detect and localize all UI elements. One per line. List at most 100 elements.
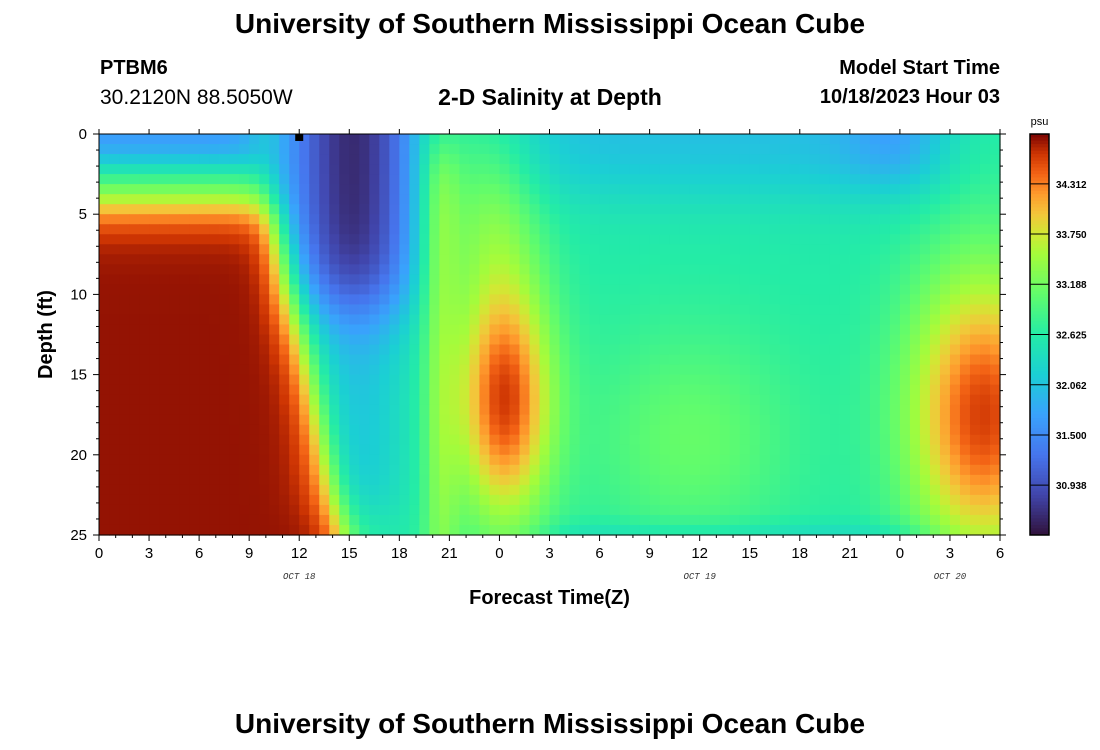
heatmap-cell xyxy=(469,435,480,446)
heatmap-cell xyxy=(109,475,120,486)
heatmap-cell xyxy=(529,485,540,496)
heatmap-cell xyxy=(389,435,400,446)
heatmap-cell xyxy=(109,405,120,416)
heatmap-cell xyxy=(119,405,130,416)
heatmap-cell xyxy=(169,335,180,346)
heatmap-cell xyxy=(109,264,120,275)
heatmap-cell xyxy=(970,204,981,215)
heatmap-cell xyxy=(770,415,781,426)
heatmap-cell xyxy=(479,154,490,165)
heatmap-cell xyxy=(99,184,110,195)
heatmap-cell xyxy=(750,505,761,516)
heatmap-cell xyxy=(179,144,190,155)
heatmap-cell xyxy=(529,314,540,325)
heatmap-cell xyxy=(159,365,170,376)
heatmap-cell xyxy=(870,184,881,195)
heatmap-cell xyxy=(880,515,891,526)
heatmap-cell xyxy=(570,345,581,356)
heatmap-cell xyxy=(920,224,931,235)
heatmap-cell xyxy=(800,435,811,446)
heatmap-cell xyxy=(940,335,951,346)
heatmap-cell xyxy=(419,495,430,506)
heatmap-cell xyxy=(139,134,150,145)
heatmap-cell xyxy=(319,164,330,175)
heatmap-cell xyxy=(259,204,270,215)
heatmap-cell xyxy=(299,244,310,255)
heatmap-cell xyxy=(519,254,530,265)
heatmap-cell xyxy=(529,244,540,255)
heatmap-cell xyxy=(750,314,761,325)
heatmap-cell xyxy=(670,154,681,165)
heatmap-cell xyxy=(560,214,571,225)
heatmap-cell xyxy=(249,525,260,536)
heatmap-cell xyxy=(560,174,571,185)
x-tick-label: 21 xyxy=(841,545,858,562)
heatmap-cell xyxy=(459,264,470,275)
heatmap-cell xyxy=(459,455,470,466)
heatmap-cell xyxy=(580,214,591,225)
colorbar-swatch xyxy=(1030,294,1049,298)
heatmap-cell xyxy=(650,144,661,155)
heatmap-cell xyxy=(890,485,901,496)
heatmap-cell xyxy=(299,184,310,195)
heatmap-cell xyxy=(139,395,150,406)
heatmap-cell xyxy=(680,395,691,406)
heatmap-cell xyxy=(800,445,811,456)
heatmap-cell xyxy=(419,395,430,406)
heatmap-cell xyxy=(509,174,520,185)
heatmap-cell xyxy=(860,224,871,235)
heatmap-cell xyxy=(189,134,200,145)
heatmap-cell xyxy=(660,274,671,285)
heatmap-cell xyxy=(289,214,300,225)
heatmap-cell xyxy=(409,274,420,285)
heatmap-cell xyxy=(389,485,400,496)
heatmap-cell xyxy=(189,194,200,205)
heatmap-cell xyxy=(940,445,951,456)
heatmap-cell xyxy=(630,164,641,175)
heatmap-cell xyxy=(539,274,550,285)
heatmap-cell xyxy=(730,375,741,386)
heatmap-cell xyxy=(389,455,400,466)
heatmap-cell xyxy=(469,324,480,335)
heatmap-cell xyxy=(189,465,200,476)
heatmap-cell xyxy=(229,465,240,476)
heatmap-cell xyxy=(299,385,310,396)
heatmap-cell xyxy=(890,264,901,275)
heatmap-cell xyxy=(99,445,110,456)
heatmap-cell xyxy=(459,284,470,295)
heatmap-cell xyxy=(570,204,581,215)
heatmap-cell xyxy=(429,274,440,285)
heatmap-cell xyxy=(970,355,981,366)
heatmap-cell xyxy=(529,525,540,536)
colorbar-swatch xyxy=(1030,495,1049,499)
heatmap-cell xyxy=(950,184,961,195)
heatmap-cell xyxy=(389,274,400,285)
heatmap-cell xyxy=(620,435,631,446)
heatmap-cell xyxy=(620,314,631,325)
heatmap-cell xyxy=(940,194,951,205)
heatmap-cell xyxy=(299,395,310,406)
heatmap-cell xyxy=(680,214,691,225)
heatmap-cell xyxy=(519,435,530,446)
x-tick-label: 6 xyxy=(595,545,603,562)
heatmap-cell xyxy=(920,485,931,496)
heatmap-cell xyxy=(119,184,130,195)
heatmap-cell xyxy=(690,505,701,516)
heatmap-cell xyxy=(980,335,991,346)
heatmap-cell xyxy=(810,224,821,235)
heatmap-cell xyxy=(660,154,671,165)
heatmap-cell xyxy=(289,405,300,416)
heatmap-cell xyxy=(790,154,801,165)
heatmap-cell xyxy=(940,264,951,275)
heatmap-cell xyxy=(519,144,530,155)
heatmap-cell xyxy=(369,505,380,516)
heatmap-cell xyxy=(970,505,981,516)
heatmap-cell xyxy=(890,294,901,305)
heatmap-cell xyxy=(199,525,210,536)
heatmap-cell xyxy=(830,345,841,356)
heatmap-cell xyxy=(960,154,971,165)
heatmap-cell xyxy=(479,405,490,416)
heatmap-cell xyxy=(780,144,791,155)
heatmap-cell xyxy=(239,194,250,205)
heatmap-cell xyxy=(590,214,601,225)
